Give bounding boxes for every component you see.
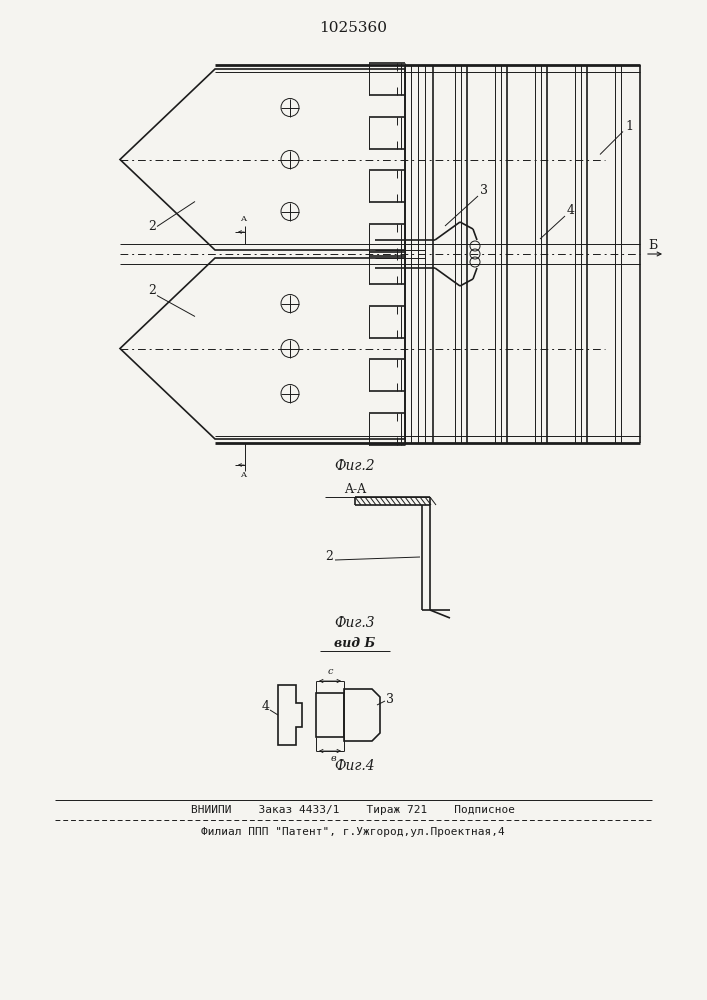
Text: 3: 3 xyxy=(386,693,394,706)
Text: 4: 4 xyxy=(567,204,575,217)
Text: вид Б: вид Б xyxy=(334,637,375,650)
Text: 2: 2 xyxy=(148,284,156,296)
Text: ВНИИПИ    Заказ 4433/1    Тираж 721    Подписное: ВНИИПИ Заказ 4433/1 Тираж 721 Подписное xyxy=(191,805,515,815)
Text: Фиг.2: Фиг.2 xyxy=(334,459,375,473)
Text: c: c xyxy=(327,667,333,676)
Text: 3: 3 xyxy=(480,184,488,197)
Text: A: A xyxy=(240,471,246,479)
Text: Фиг.4: Фиг.4 xyxy=(334,759,375,773)
Text: 2: 2 xyxy=(325,550,333,563)
Text: Филиал ППП "Патент", г.Ужгород,ул.Проектная,4: Филиал ППП "Патент", г.Ужгород,ул.Проект… xyxy=(201,827,505,837)
Text: A: A xyxy=(240,215,246,223)
Text: 1025360: 1025360 xyxy=(319,21,387,35)
Text: 1: 1 xyxy=(625,119,633,132)
Text: в: в xyxy=(330,754,336,763)
Text: Б: Б xyxy=(648,239,658,252)
Text: 4: 4 xyxy=(262,700,270,713)
Text: 2: 2 xyxy=(148,220,156,232)
Text: Фиг.3: Фиг.3 xyxy=(334,616,375,630)
Text: A-A: A-A xyxy=(344,483,366,496)
